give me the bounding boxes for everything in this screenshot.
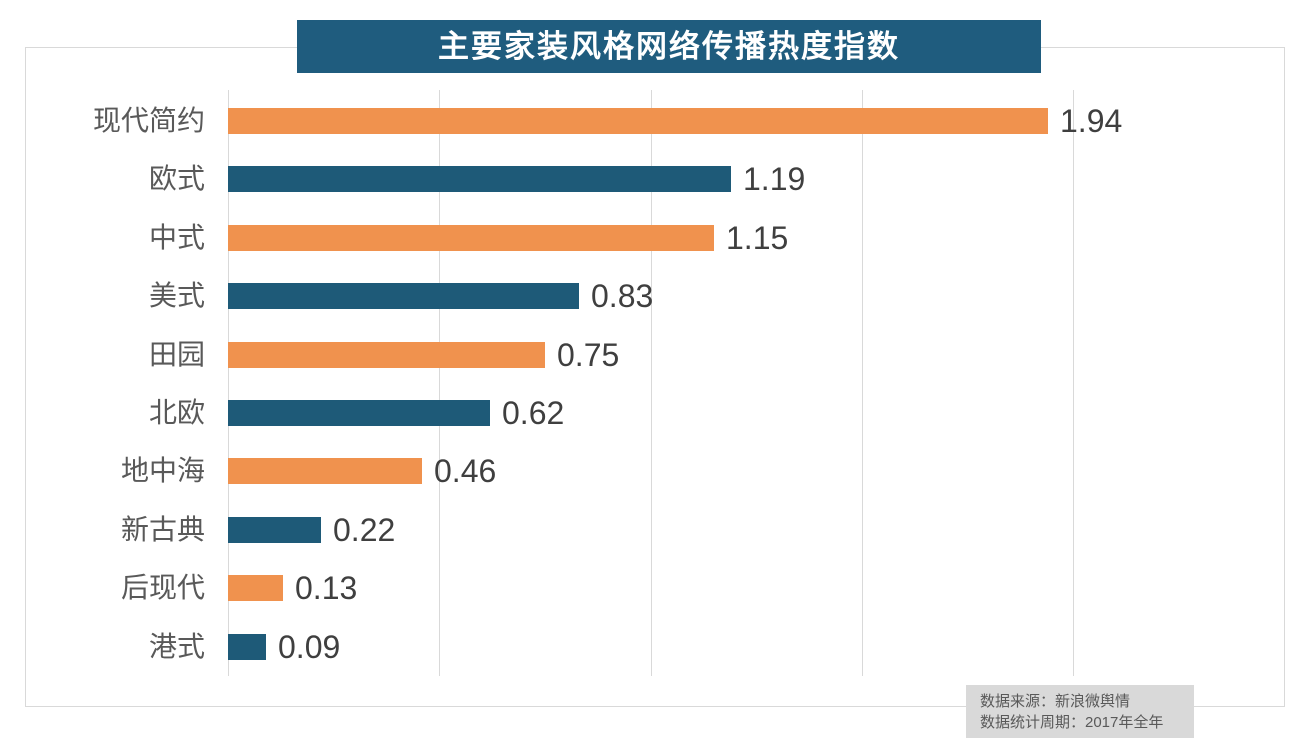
category-label: 北欧 [148, 397, 205, 428]
bar-9 [228, 575, 283, 601]
category-label: 新古典 [120, 514, 205, 545]
bar-6 [228, 400, 490, 426]
value-label: 0.09 [278, 629, 341, 665]
gridline [228, 90, 229, 676]
value-label: 1.19 [743, 161, 806, 197]
bar-7 [228, 458, 422, 484]
value-label: 0.13 [295, 570, 358, 606]
gridline [862, 90, 863, 676]
category-label: 现代简约 [92, 105, 205, 136]
gridline [651, 90, 652, 676]
value-label: 1.94 [1060, 103, 1123, 139]
source-note-line1: 数据来源：新浪微舆情 [980, 693, 1131, 710]
value-label: 0.75 [557, 337, 620, 373]
value-label: 0.46 [434, 453, 497, 489]
value-label: 0.62 [502, 395, 565, 431]
value-label: 0.22 [333, 512, 396, 548]
bar-8 [228, 517, 321, 543]
plot-area: 1.94 1.19 1.15 0.83 0.75 0.62 0.46 0.22 0.13 0.09 [228, 90, 1285, 676]
value-label: 0.83 [591, 278, 654, 314]
category-label: 中式 [148, 222, 205, 253]
chart-title: 主要家装风格网络传播热度指数 [297, 20, 1041, 73]
category-label: 后现代 [120, 572, 205, 603]
bar-4 [228, 283, 579, 309]
gridline [439, 90, 440, 676]
bar-2 [228, 166, 731, 192]
value-label: 1.15 [726, 220, 789, 256]
bar-3 [228, 225, 714, 251]
category-label: 港式 [148, 631, 205, 662]
bar-5 [228, 342, 545, 368]
gridline [1073, 90, 1074, 676]
source-note-box: 数据来源：新浪微舆情 数据统计周期：2017年全年 [966, 685, 1194, 738]
category-label: 美式 [148, 280, 205, 311]
bar-1 [228, 108, 1048, 134]
category-label: 欧式 [148, 163, 205, 194]
source-note-line2: 数据统计周期：2017年全年 [980, 714, 1164, 731]
category-label: 田园 [148, 339, 205, 370]
bar-10 [228, 634, 266, 660]
category-label: 地中海 [120, 455, 205, 486]
